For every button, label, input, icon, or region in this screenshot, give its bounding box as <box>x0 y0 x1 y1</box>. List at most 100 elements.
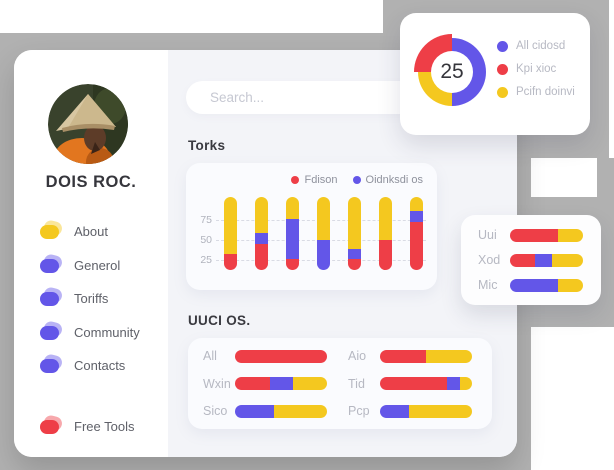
bar-segment-purple <box>235 404 274 418</box>
row-bar <box>380 349 472 363</box>
bar-segment-red <box>235 377 270 390</box>
bar-segment-yellow <box>551 253 583 267</box>
row-bar <box>510 228 583 242</box>
bar-segment-yellow <box>379 197 392 241</box>
uuci-rows-left: All Wxin Sico <box>203 349 327 418</box>
background-shape <box>597 158 614 327</box>
bar-segment-purple <box>286 218 299 260</box>
sidebar-item-free-tools[interactable]: Free Tools <box>40 410 164 444</box>
legend-dot-icon <box>291 176 300 184</box>
sidebar-item-contacts[interactable]: Contacts <box>40 349 164 383</box>
nav-blob-shape <box>40 258 59 273</box>
sidebar-item-label: Community <box>74 324 140 340</box>
bar-segment-yellow <box>286 197 299 219</box>
legend-item: All cidosd <box>497 40 575 52</box>
row-label: Aio <box>348 349 367 363</box>
row-label: All <box>203 349 217 363</box>
section-title-uuci: UUCI OS. <box>188 313 251 328</box>
mini-row-mic: Mic <box>478 278 583 292</box>
mini-row-xod: Xod <box>478 253 583 267</box>
torks-bar-4 <box>317 197 330 270</box>
uuci-row-tid: Tid <box>348 377 472 391</box>
nav-blob-icon <box>40 252 64 274</box>
bar-segment-purple <box>269 377 293 390</box>
row-bar <box>510 278 583 292</box>
profile-name: DOIS ROC. <box>45 173 137 191</box>
bar-segment-red <box>510 253 535 267</box>
bar-segment-yellow <box>255 197 268 233</box>
bar-segment-yellow <box>348 197 361 249</box>
torks-bar-5 <box>348 197 361 270</box>
bar-segment-red <box>224 253 237 270</box>
bar-segment-red <box>379 240 392 270</box>
sidebar-item-about[interactable]: About <box>40 215 164 249</box>
row-label: Tid <box>348 376 365 391</box>
torks-bar-3 <box>286 197 299 270</box>
legend-label: Fdison <box>304 174 338 186</box>
legend-item: Kpi xioc <box>497 63 575 75</box>
bar-segment-red <box>286 259 299 270</box>
bar-segment-purple <box>447 377 461 390</box>
legend-item: Pcifn doinvi <box>497 86 575 98</box>
nav-blob-icon <box>40 353 64 374</box>
sidebar-item-label: Contacts <box>74 358 126 374</box>
row-label: Mic <box>478 278 498 292</box>
search-input[interactable] <box>186 81 430 114</box>
bar-segment-red <box>380 377 448 390</box>
torks-chart-card: Fdison Oidnksdi os 75 50 25 <box>186 163 437 290</box>
bar-segment-yellow <box>410 197 423 211</box>
mini-rows: Uui Xod Mic <box>478 228 583 292</box>
legend-dot-icon <box>497 40 508 52</box>
row-label: Xod <box>478 253 501 267</box>
y-axis-tick: 75 <box>200 214 212 226</box>
legend-dot-icon <box>497 63 508 75</box>
bar-segment-red <box>380 349 426 363</box>
avatar-photo <box>48 84 128 164</box>
uuci-row-wxin: Wxin <box>203 377 327 391</box>
bar-segment-yellow <box>558 228 583 242</box>
sidebar-nav-secondary: Free Tools <box>40 410 164 444</box>
bar-segment-red <box>410 221 423 270</box>
nav-blob-shape <box>40 325 59 340</box>
sidebar-item-generol[interactable]: Generol <box>40 249 164 283</box>
bar-segment-purple <box>510 278 559 292</box>
donut-value: 25 <box>431 51 473 93</box>
bar-segment-yellow <box>292 377 327 390</box>
sidebar-item-toriffs[interactable]: Toriffs <box>40 282 164 316</box>
legend-dot-icon <box>497 86 508 98</box>
bar-segment-red <box>255 243 268 270</box>
bar-segment-red <box>235 349 327 363</box>
nav-blob-shape <box>40 420 59 435</box>
bar-segment-purple <box>534 253 552 267</box>
row-label: Wxin <box>203 376 231 391</box>
legend-label: Pcifn doinvi <box>516 86 575 98</box>
legend-item: Oidnksdi os <box>352 174 423 186</box>
row-bar <box>380 377 472 390</box>
bar-segment-red <box>510 228 559 242</box>
donut-chart-card: 25 All cidosd Kpi xioc Pcifn doinvi <box>400 13 590 135</box>
nav-blob-shape <box>40 292 59 307</box>
uuci-row-sico: Sico <box>203 404 327 418</box>
row-label: Pcp <box>348 404 370 418</box>
torks-legend: Fdison Oidnksdi os <box>291 174 423 186</box>
row-bar <box>235 349 327 363</box>
uuci-row-all: All <box>203 349 327 363</box>
sidebar-item-label: About <box>74 224 108 240</box>
bar-segment-red <box>348 259 361 270</box>
sidebar-item-label: Toriffs <box>74 291 109 307</box>
bar-segment-purple <box>255 232 268 244</box>
legend-dot-icon <box>352 176 361 184</box>
uuci-rows-right: Aio Tid Pcp <box>348 349 472 418</box>
nav-blob-shape <box>40 225 59 240</box>
torks-bar-6 <box>379 197 392 270</box>
sidebar-item-community[interactable]: Community <box>40 316 164 350</box>
row-label: Sico <box>203 404 228 418</box>
sidebar-item-label: Generol <box>74 257 121 273</box>
nav-blob-icon <box>40 219 64 240</box>
legend-label: Oidnksdi os <box>365 174 423 186</box>
bar-segment-yellow <box>460 377 472 390</box>
bar-segment-yellow <box>224 197 237 254</box>
section-title-torks: Torks <box>188 138 226 153</box>
torks-bar-2 <box>255 197 268 270</box>
